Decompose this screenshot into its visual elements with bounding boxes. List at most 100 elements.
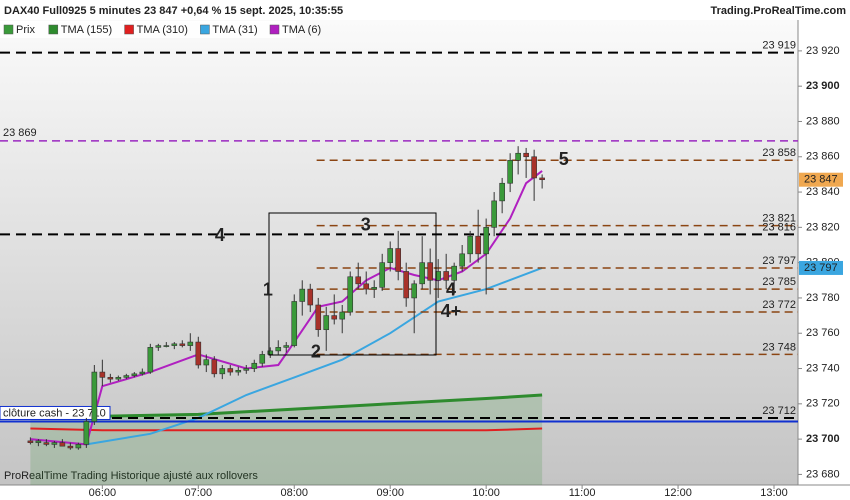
candle-body — [187, 341, 194, 346]
candle-body — [443, 271, 449, 281]
legend-label: TMA (31) — [212, 24, 257, 36]
level-label: 23 919 — [762, 40, 796, 52]
candle-body — [259, 354, 266, 364]
candle-body — [379, 262, 386, 288]
x-tick-label: 09:00 — [376, 487, 404, 499]
legend: Prix TMA (155) TMA (310) TMA (31) TMA (6) — [0, 21, 321, 38]
level-label: 23 797 — [762, 255, 796, 267]
candle-body — [355, 276, 362, 285]
annotation: 4+ — [441, 301, 462, 321]
candle-body — [51, 442, 58, 445]
x-tick-label: 07:00 — [185, 487, 213, 499]
price-box-label: 23 797 — [804, 262, 838, 274]
annotation: 4 — [215, 225, 225, 245]
candle-body — [507, 159, 513, 184]
annotation: 4 — [446, 280, 456, 300]
legend-label: Prix — [16, 24, 35, 36]
legend-label: TMA (6) — [282, 24, 321, 36]
legend-label: TMA (310) — [137, 24, 188, 36]
candle-body — [499, 182, 505, 202]
candle-body — [315, 304, 322, 331]
cash-close-box — [0, 405, 111, 420]
candle-body — [451, 265, 457, 281]
level-label: 23 712 — [762, 405, 796, 417]
candle-body — [299, 288, 306, 302]
candle-body — [211, 359, 218, 375]
candle-body — [131, 373, 138, 376]
candle-body — [107, 377, 114, 380]
y-tick-label: 23 880 — [806, 115, 840, 127]
candle-body — [419, 262, 425, 285]
candle-body — [339, 311, 346, 320]
candle-body — [475, 235, 481, 255]
x-tick-label: 13:00 — [760, 487, 788, 499]
y-tick-label: 23 920 — [806, 45, 840, 57]
source: Trading.ProRealTime.com — [710, 5, 846, 17]
candle-body — [331, 315, 338, 320]
candle-body — [291, 301, 298, 346]
candle-body — [275, 347, 282, 352]
legend-swatch — [3, 24, 14, 35]
x-tick-label: 10:00 — [472, 487, 500, 499]
candle-body — [171, 343, 178, 346]
x-tick-label: 06:00 — [89, 487, 117, 499]
annotation: 5 — [559, 149, 569, 169]
y-tick-label: 23 780 — [806, 292, 840, 304]
y-tick-label: 23 860 — [806, 151, 840, 163]
candle-body — [387, 248, 394, 263]
candle-body — [347, 276, 354, 313]
x-tick-label: 12:00 — [664, 487, 692, 499]
candle-body — [43, 442, 50, 445]
candle-body — [267, 350, 274, 355]
level-label: 23 816 — [762, 221, 796, 233]
price-box — [799, 172, 843, 187]
candle-body — [539, 177, 545, 181]
x-tick-label: 11:00 — [569, 487, 596, 499]
candle-body — [27, 440, 34, 443]
level-label: 23 869 — [3, 127, 37, 139]
y-tick-label: 23 720 — [806, 398, 840, 410]
range-box — [268, 212, 437, 356]
indicator-line — [86, 266, 543, 446]
y-tick-label: 23 740 — [806, 362, 840, 374]
candle-body — [99, 371, 106, 378]
y-tick-label: 23 680 — [806, 468, 840, 480]
candle-body — [147, 347, 154, 373]
annotation: 2 — [311, 341, 321, 361]
price-box — [799, 260, 843, 275]
annotation: 3 — [361, 214, 371, 234]
chart-title: DAX40 Full0925 5 minutes 23 847 +0,64 % … — [4, 5, 343, 17]
level-label: 23 858 — [762, 147, 796, 159]
candle-body — [179, 343, 186, 346]
level-label: 23 748 — [762, 341, 796, 353]
candle-body — [163, 345, 170, 347]
candle-body — [523, 152, 529, 158]
candle-body — [59, 442, 66, 447]
candle-body — [459, 253, 465, 267]
candle-body — [35, 440, 42, 443]
candle-body — [243, 368, 250, 371]
y-tick-label: 23 840 — [806, 186, 840, 198]
candle-body — [139, 371, 146, 375]
indicator-area — [30, 395, 543, 485]
level-label: 23 821 — [762, 212, 796, 224]
level-label: 23 785 — [762, 276, 796, 288]
candle-body — [363, 283, 370, 290]
candle-body — [227, 368, 234, 373]
candle-body — [323, 315, 330, 331]
level-label: 23 772 — [762, 299, 796, 311]
candle-body — [403, 271, 409, 299]
candle-body — [251, 362, 258, 369]
candle-body — [67, 445, 74, 449]
candle-body — [235, 369, 242, 373]
legend-label: TMA (155) — [61, 24, 112, 36]
candle-body — [371, 287, 378, 290]
candle-body — [483, 227, 489, 255]
candle-body — [203, 359, 210, 366]
legend-background — [0, 21, 296, 38]
candle-body — [123, 375, 130, 378]
candle-body — [307, 288, 314, 306]
y-tick-label: 23 820 — [806, 221, 840, 233]
y-tick-label: 23 760 — [806, 327, 840, 339]
axis-background — [798, 20, 850, 485]
